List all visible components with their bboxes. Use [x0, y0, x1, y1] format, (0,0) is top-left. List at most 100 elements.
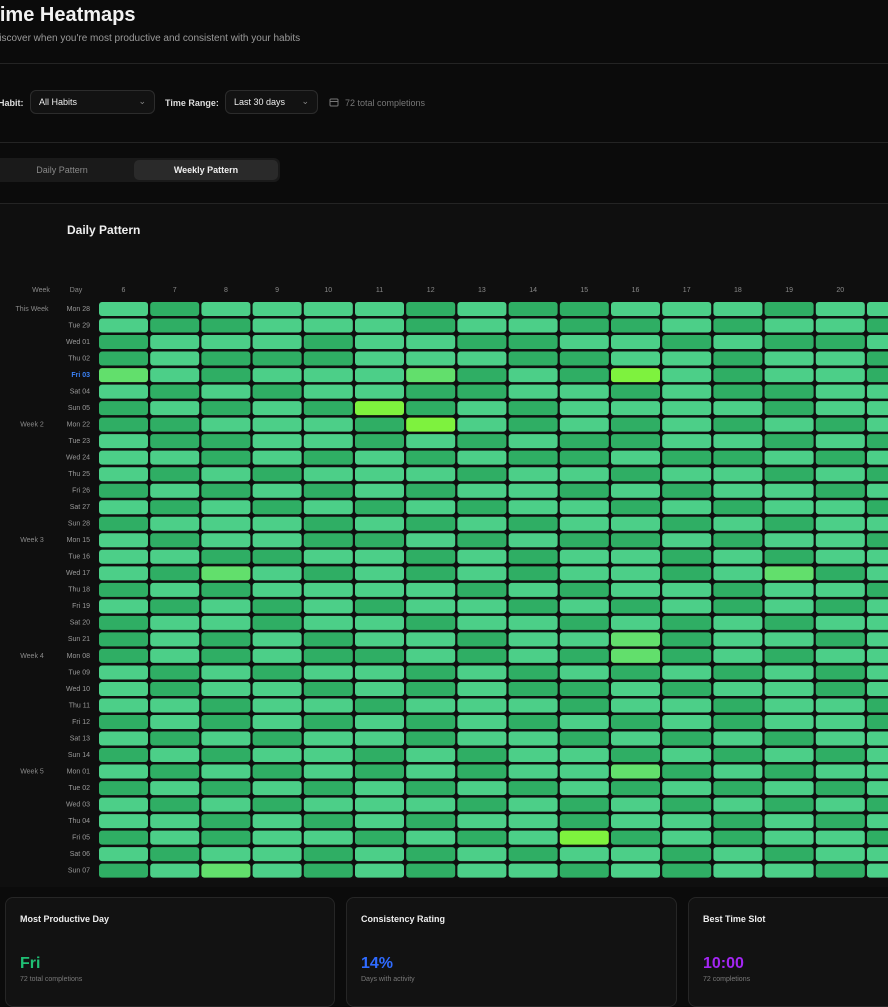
day-label: Fri 05 [72, 834, 90, 841]
heatmap-cell [355, 632, 404, 646]
heatmap-cell [662, 368, 711, 382]
heatmap-cell [201, 319, 250, 333]
heatmap-cell [509, 715, 558, 729]
heatmap-cell [99, 748, 148, 762]
heatmap-cell [560, 583, 609, 597]
heatmap-cell [457, 798, 506, 812]
heatmap-cell [560, 748, 609, 762]
heatmap-cell [150, 451, 199, 465]
heatmap-cell [509, 781, 558, 795]
heatmap-cell [99, 864, 148, 878]
heatmap-cell [867, 616, 888, 630]
heatmap-cell [457, 401, 506, 415]
heatmap-cell [201, 467, 250, 481]
heatmap-cell [611, 781, 660, 795]
heatmap-cell [662, 302, 711, 316]
heatmap-cell [662, 847, 711, 861]
hour-label: 11 [376, 287, 383, 294]
heatmap-cell [201, 665, 250, 679]
heatmap-cell [611, 550, 660, 564]
heatmap-cell [201, 583, 250, 597]
heatmap-cell [765, 401, 814, 415]
heatmap-cell [867, 798, 888, 812]
heatmap-cell [355, 616, 404, 630]
heatmap-cell [99, 715, 148, 729]
heatmap-cell [150, 500, 199, 514]
heatmap-cell [713, 319, 762, 333]
hour-label: 12 [427, 287, 435, 294]
day-label: Thu 25 [68, 471, 90, 478]
habit-select[interactable]: All Habits⌄ [30, 90, 155, 114]
heatmap-cell [355, 302, 404, 316]
heatmap-cell [662, 335, 711, 349]
heatmap-cell [611, 467, 660, 481]
heatmap-cell [713, 698, 762, 712]
heatmap-cell [355, 814, 404, 828]
heatmap-cell [304, 583, 353, 597]
heatmap-cell [560, 732, 609, 746]
heatmap-cell [150, 748, 199, 762]
heatmap-cell [99, 599, 148, 613]
heatmap-cell [406, 368, 455, 382]
hour-label: 13 [478, 287, 486, 294]
heatmap-cell [457, 517, 506, 531]
heatmap-cell [662, 500, 711, 514]
heatmap-cell [560, 484, 609, 498]
heatmap-cell [304, 484, 353, 498]
heatmap-cell [867, 335, 888, 349]
heatmap-cell [765, 484, 814, 498]
heatmap-cell [150, 302, 199, 316]
heatmap-cell [253, 847, 302, 861]
day-label: Sat 04 [70, 388, 90, 395]
heatmap-cell [150, 434, 199, 448]
heatmap-cell [560, 798, 609, 812]
heatmap-cell [99, 682, 148, 696]
heatmap-cell [713, 616, 762, 630]
day-label: Sun 21 [68, 636, 90, 643]
day-label: Thu 18 [68, 587, 90, 594]
day-label: Mon 08 [67, 653, 90, 660]
heatmap-cell [304, 847, 353, 861]
heatmap-cell [867, 583, 888, 597]
heatmap-cell [304, 864, 353, 878]
day-label: Fri 26 [72, 488, 90, 495]
heatmap-cell [713, 467, 762, 481]
heatmap-cell [304, 368, 353, 382]
heatmap-cell [713, 781, 762, 795]
heatmap-cell [99, 765, 148, 779]
heatmap-cell [355, 484, 404, 498]
heatmap-cell [765, 798, 814, 812]
heatmap-cell [509, 451, 558, 465]
heatmap-cell [355, 566, 404, 580]
heatmap-cell [611, 484, 660, 498]
heatmap-cell [713, 434, 762, 448]
heatmap-cell [253, 335, 302, 349]
heatmap-cell [253, 781, 302, 795]
heatmap-cell [765, 831, 814, 845]
heatmap-cell [150, 715, 199, 729]
range-select[interactable]: Last 30 days⌄ [225, 90, 318, 114]
tab[interactable]: Daily Pattern [0, 160, 132, 180]
heatmap-cell [816, 732, 865, 746]
heatmap-cell [201, 732, 250, 746]
tab-active[interactable]: Weekly Pattern [134, 160, 278, 180]
heatmap-cell [406, 616, 455, 630]
heatmap-cell [611, 335, 660, 349]
heatmap-cell [509, 500, 558, 514]
heatmap-cell [304, 715, 353, 729]
heatmap-cell [816, 434, 865, 448]
heatmap-cell [611, 418, 660, 432]
heatmap-cell [150, 368, 199, 382]
heatmap-cell [560, 302, 609, 316]
heatmap-cell [355, 583, 404, 597]
stat-caption: 72 total completions [20, 976, 82, 983]
heatmap-cell [457, 682, 506, 696]
day-label: Tue 09 [68, 669, 90, 676]
heatmap-cell [406, 385, 455, 399]
heatmap-cell [662, 533, 711, 547]
heatmap-cell [765, 583, 814, 597]
day-label: Wed 03 [66, 801, 90, 808]
heatmap-cell [560, 632, 609, 646]
heatmap-cell [201, 781, 250, 795]
heatmap-cell [406, 566, 455, 580]
